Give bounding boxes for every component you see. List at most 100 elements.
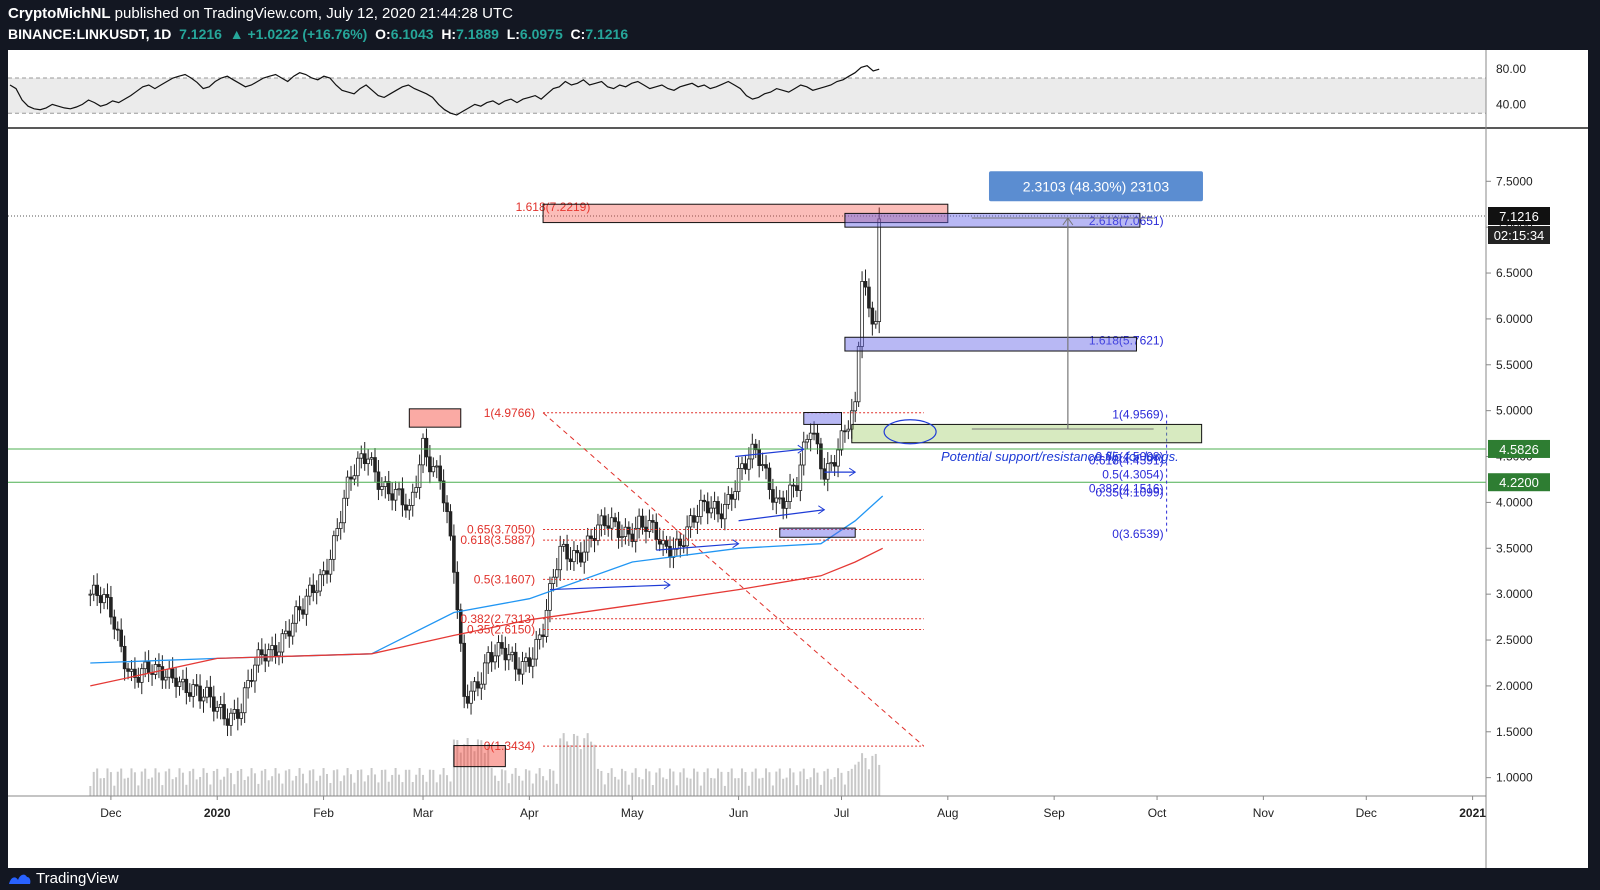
volume-bar bbox=[195, 779, 198, 796]
candle-body bbox=[496, 642, 501, 657]
candle-body bbox=[555, 569, 559, 578]
annotation-text: Potential support/resistance flip for lo… bbox=[941, 449, 1179, 464]
candle-body bbox=[699, 499, 703, 517]
x-tick-label: 2020 bbox=[204, 806, 231, 820]
volume-bar bbox=[157, 772, 160, 796]
volume-bar bbox=[483, 752, 486, 796]
volume-bar bbox=[638, 777, 641, 796]
candle-body bbox=[853, 401, 858, 412]
candle-body bbox=[695, 516, 700, 523]
volume-bar bbox=[699, 785, 702, 796]
rsi-tick-label: 40.00 bbox=[1496, 97, 1526, 111]
volume-bar bbox=[219, 779, 222, 796]
candle-body bbox=[417, 464, 422, 488]
candle-body bbox=[260, 649, 264, 656]
candle-body bbox=[181, 678, 185, 683]
volume-bar bbox=[343, 775, 346, 796]
volume-bar bbox=[353, 782, 356, 796]
volume-bar bbox=[284, 770, 287, 796]
candle-body bbox=[414, 487, 418, 493]
target-zone-blue bbox=[844, 212, 1141, 228]
volume-bar bbox=[734, 778, 737, 796]
volume-bar bbox=[281, 783, 284, 796]
candle-body bbox=[462, 642, 466, 697]
blue-arrowhead bbox=[848, 467, 857, 477]
tradingview-brand[interactable]: TradingView bbox=[36, 870, 119, 887]
candle-body bbox=[856, 346, 861, 403]
symbol-label[interactable]: BINANCE:LINKUSDT, 1D bbox=[8, 26, 172, 42]
candle-body bbox=[332, 535, 336, 560]
candle-body bbox=[503, 647, 508, 661]
volume-bar bbox=[507, 783, 510, 796]
volume-bar bbox=[833, 777, 836, 796]
candle-body bbox=[431, 466, 436, 473]
close-label: C: bbox=[570, 26, 586, 42]
candle-body bbox=[568, 558, 573, 563]
candle-body bbox=[194, 684, 199, 687]
volume-bar bbox=[209, 784, 212, 796]
volume-bar bbox=[181, 772, 184, 796]
candle-body bbox=[369, 457, 374, 460]
candle-body bbox=[366, 458, 370, 465]
y-tick-label: 7.5000 bbox=[1496, 174, 1533, 188]
x-tick-label: Jul bbox=[834, 806, 849, 820]
candle-body bbox=[681, 545, 686, 548]
volume-bar bbox=[524, 769, 527, 796]
volume-bar bbox=[850, 768, 853, 796]
volume-bar bbox=[693, 768, 695, 796]
x-tick-label: May bbox=[621, 806, 644, 820]
countdown-tag bbox=[1488, 226, 1550, 245]
candle-body bbox=[825, 463, 830, 480]
volume-bar bbox=[277, 773, 280, 796]
candle-body bbox=[205, 686, 209, 698]
candle-body bbox=[548, 583, 552, 611]
candle-body bbox=[318, 574, 322, 592]
volume-bar bbox=[367, 775, 370, 796]
price-change: ▲ +1.0222 (+16.76%) bbox=[229, 26, 368, 42]
candle-body bbox=[541, 634, 545, 637]
price-tag-label: 4.5826 bbox=[1499, 442, 1539, 457]
candle-body bbox=[822, 468, 827, 480]
candle-body bbox=[795, 485, 799, 491]
volume-bar bbox=[257, 783, 260, 796]
candle-body bbox=[119, 629, 123, 647]
volume-bar bbox=[614, 776, 617, 796]
volume-bar bbox=[765, 768, 768, 796]
author-name[interactable]: CryptoMichNL bbox=[8, 5, 111, 22]
volume-bar bbox=[583, 738, 586, 796]
volume-bar bbox=[545, 780, 548, 796]
open-value: 6.1043 bbox=[390, 26, 434, 42]
volume-bar bbox=[233, 784, 236, 796]
candle-body bbox=[136, 677, 141, 683]
volume-bar bbox=[374, 774, 377, 796]
volume-bar bbox=[572, 733, 575, 796]
y-tick-label: 5.0000 bbox=[1496, 404, 1533, 418]
volume-bar bbox=[813, 768, 816, 796]
volume-bar bbox=[127, 777, 130, 796]
chart-area[interactable]: 80.00 40.00 1.618(7.2219) 1(4.9766) 0.65(3.… bbox=[8, 50, 1588, 868]
chart-svg[interactable]: 80.00 40.00 1.618(7.2219) 1(4.9766) 0.65(3.… bbox=[8, 50, 1588, 868]
candle-body bbox=[863, 281, 868, 288]
price-pane bbox=[88, 207, 884, 796]
candle-body bbox=[627, 526, 631, 535]
candle-body bbox=[311, 584, 316, 594]
blue-arrowhead bbox=[818, 505, 826, 515]
candle-body bbox=[143, 661, 148, 670]
candle-body bbox=[788, 484, 792, 502]
volume-bar bbox=[696, 771, 699, 796]
candle-body bbox=[191, 684, 196, 697]
candle-body bbox=[702, 499, 707, 503]
candle-body bbox=[215, 707, 220, 712]
candle-body bbox=[753, 443, 758, 451]
candle-body bbox=[829, 462, 833, 465]
candle-body bbox=[393, 489, 398, 501]
volume-bar bbox=[103, 778, 106, 796]
volume-bar bbox=[830, 779, 833, 796]
volume-bar bbox=[837, 768, 840, 796]
volume-bar bbox=[463, 744, 466, 796]
volume-bar bbox=[470, 745, 473, 796]
candle-body bbox=[105, 594, 110, 598]
fib-blue-label: 0.382(4.1516) bbox=[1089, 481, 1164, 495]
volume-bar bbox=[164, 771, 167, 796]
candle-body bbox=[757, 449, 761, 467]
